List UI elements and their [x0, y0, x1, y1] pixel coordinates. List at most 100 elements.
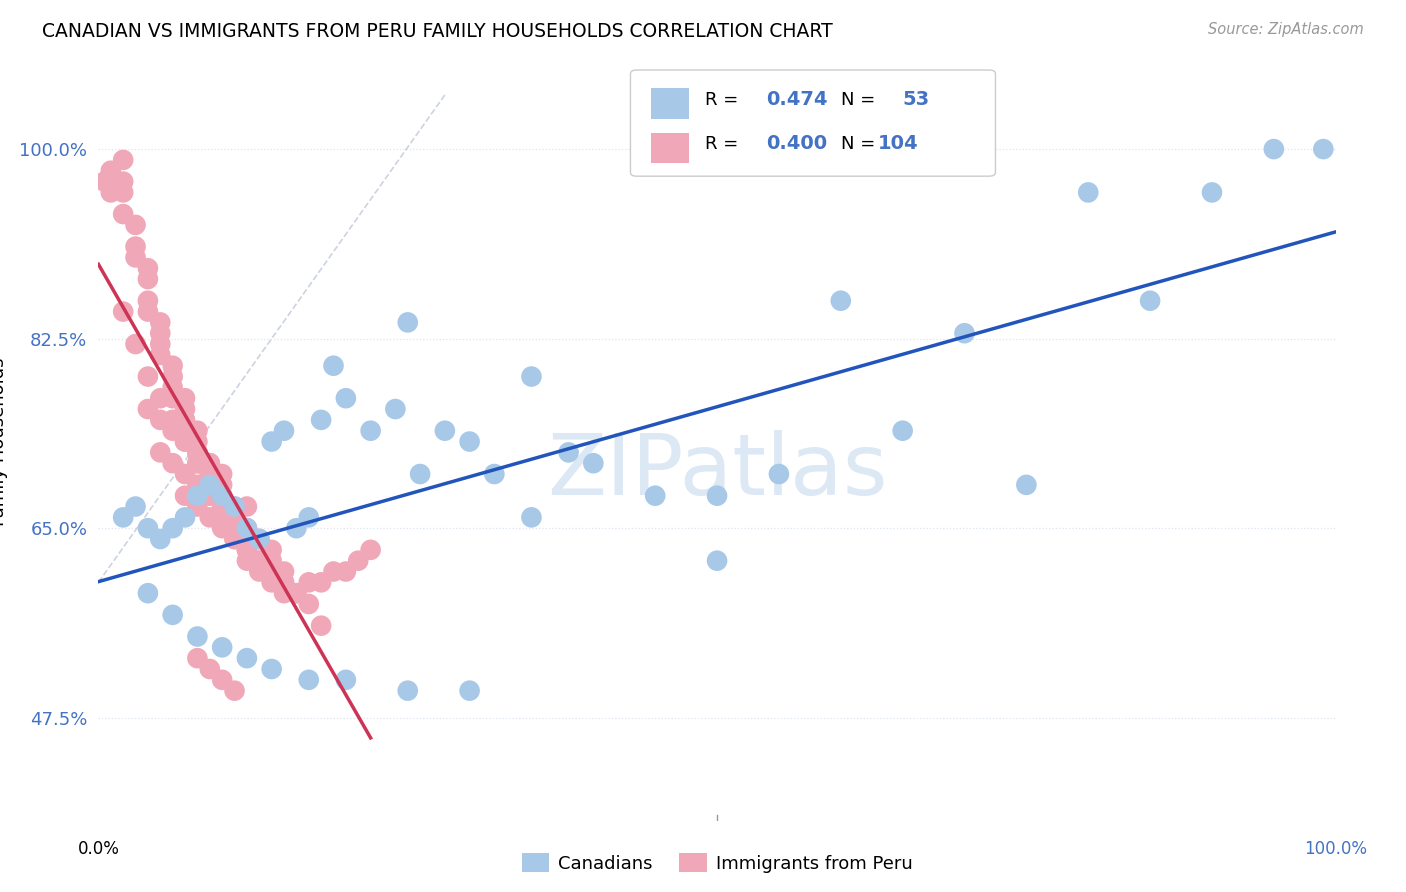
Point [260, 542, 283, 557]
Text: Source: ZipAtlas.com: Source: ZipAtlas.com [1208, 22, 1364, 37]
Point [520, 369, 543, 384]
Point [211, 510, 233, 524]
Point [298, 673, 321, 687]
Point [273, 565, 295, 579]
Point [124, 251, 146, 265]
Point [247, 554, 270, 568]
Point [298, 575, 321, 590]
Point [198, 467, 221, 481]
Point [520, 510, 543, 524]
Point [149, 337, 172, 351]
Point [211, 500, 233, 514]
Point [112, 186, 135, 200]
Point [162, 359, 184, 373]
Point [260, 434, 283, 449]
Point [162, 456, 184, 470]
Point [149, 445, 172, 459]
Point [136, 402, 159, 417]
Legend: Canadians, Immigrants from Peru: Canadians, Immigrants from Peru [515, 846, 920, 880]
Point [236, 542, 259, 557]
Point [247, 532, 270, 546]
Point [198, 489, 221, 503]
Point [136, 521, 159, 535]
Point [136, 586, 159, 600]
Point [162, 424, 184, 438]
Point [174, 489, 197, 503]
Point [273, 586, 295, 600]
Point [260, 575, 283, 590]
Point [174, 413, 197, 427]
Point [433, 424, 456, 438]
Point [260, 554, 283, 568]
Text: 53: 53 [903, 90, 929, 109]
Point [211, 489, 233, 503]
Point [891, 424, 914, 438]
Point [224, 500, 246, 514]
Point [409, 467, 432, 481]
Point [162, 391, 184, 405]
Point [557, 445, 579, 459]
Point [224, 532, 246, 546]
Point [384, 402, 406, 417]
Point [100, 163, 122, 178]
Point [174, 434, 197, 449]
Point [149, 413, 172, 427]
Text: 104: 104 [877, 135, 918, 153]
Point [211, 521, 233, 535]
Point [396, 315, 419, 329]
Point [112, 175, 135, 189]
Point [174, 391, 197, 405]
Point [198, 510, 221, 524]
Point [174, 467, 197, 481]
Point [186, 445, 208, 459]
Point [198, 456, 221, 470]
Point [211, 673, 233, 687]
Point [211, 467, 233, 481]
Point [1312, 142, 1334, 156]
Point [335, 391, 357, 405]
Point [273, 575, 295, 590]
Point [186, 434, 208, 449]
Point [236, 500, 259, 514]
Point [830, 293, 852, 308]
Point [224, 510, 246, 524]
Point [768, 467, 790, 481]
Point [322, 565, 344, 579]
Text: R =: R = [704, 91, 744, 109]
Point [136, 304, 159, 318]
Point [112, 510, 135, 524]
Point [93, 175, 115, 189]
Text: 0.474: 0.474 [766, 90, 828, 109]
Point [260, 662, 283, 676]
Bar [651, 88, 689, 119]
Point [273, 424, 295, 438]
Point [309, 575, 332, 590]
Point [211, 478, 233, 492]
Point [224, 683, 246, 698]
FancyBboxPatch shape [630, 70, 995, 177]
Point [174, 434, 197, 449]
Point [198, 456, 221, 470]
Point [149, 326, 172, 341]
Point [1263, 142, 1285, 156]
Point [100, 186, 122, 200]
Point [124, 337, 146, 351]
Point [582, 456, 605, 470]
Point [112, 207, 135, 221]
Text: CANADIAN VS IMMIGRANTS FROM PERU FAMILY HOUSEHOLDS CORRELATION CHART: CANADIAN VS IMMIGRANTS FROM PERU FAMILY … [42, 22, 832, 41]
Point [124, 218, 146, 232]
Point [335, 565, 357, 579]
Point [285, 586, 308, 600]
Point [247, 532, 270, 546]
Point [285, 586, 308, 600]
Point [260, 565, 283, 579]
Point [1077, 186, 1099, 200]
Point [112, 304, 135, 318]
Point [396, 683, 419, 698]
Point [186, 456, 208, 470]
Point [335, 673, 357, 687]
Point [347, 554, 370, 568]
Text: 0.400: 0.400 [766, 135, 828, 153]
Point [236, 532, 259, 546]
Point [149, 391, 172, 405]
